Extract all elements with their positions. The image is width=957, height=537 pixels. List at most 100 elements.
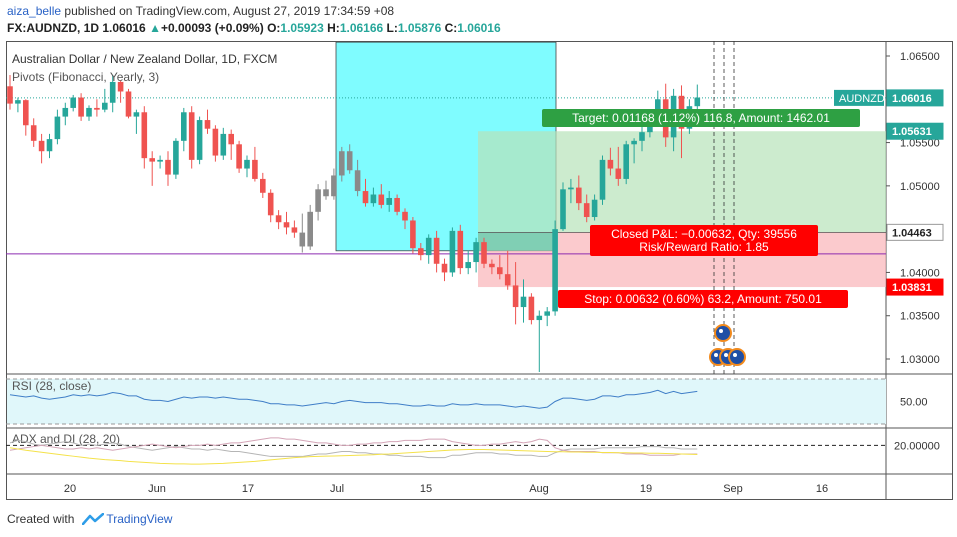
- candle-body: [165, 159, 171, 175]
- candle-body: [220, 133, 227, 156]
- candle-body: [62, 107, 69, 117]
- candle-body: [457, 230, 464, 269]
- tradingview-brand[interactable]: TradingView: [78, 512, 172, 526]
- target-label: Target: 0.01168 (1.12%) 116.8, Amount: 1…: [542, 109, 860, 127]
- candle-body: [94, 107, 100, 110]
- stop-label-text: Stop: 0.00632 (0.60%) 63.2, Amount: 750.…: [584, 292, 822, 306]
- candle-body: [639, 132, 645, 141]
- candle-body: [125, 91, 132, 117]
- candle-body: [30, 125, 37, 141]
- candle-body: [117, 81, 124, 92]
- event-flag-icon: [728, 348, 746, 366]
- candle-body: [275, 215, 282, 223]
- candle-body: [378, 194, 385, 205]
- candle-body: [267, 192, 274, 216]
- candle-body: [504, 274, 511, 286]
- candle-body: [512, 285, 519, 308]
- candle-body: [560, 189, 566, 230]
- chart-svg[interactable]: 1.065001.060001.055001.050001.045001.040…: [6, 41, 953, 501]
- candle-body: [441, 263, 448, 273]
- open-label: O:: [267, 21, 281, 35]
- candle-body: [568, 187, 574, 190]
- y-tick-label: 1.03000: [900, 354, 940, 366]
- candle-body: [307, 211, 313, 247]
- high-value: 1.06166: [339, 21, 384, 35]
- event-flag-icon: [714, 324, 732, 342]
- created-with-text: Created with: [7, 512, 75, 526]
- candle-body: [291, 227, 298, 233]
- stop-label-bg: [558, 290, 848, 308]
- footer: Created with TradingView: [7, 512, 172, 526]
- up-arrow-icon: ▲: [149, 21, 161, 35]
- low-label: L:: [386, 21, 398, 35]
- ohlc-bar: FX:AUDNZD, 1D 1.06016 ▲+0.00093 (+0.09%)…: [7, 21, 501, 35]
- rsi-tick-label: 50.00: [900, 397, 928, 409]
- candle-body: [489, 263, 495, 268]
- target-label-text: Target: 0.01168 (1.12%) 116.8, Amount: 1…: [572, 111, 830, 125]
- price-label-bg: [886, 122, 944, 140]
- price-label-bg: [886, 278, 944, 296]
- candle-body: [599, 159, 606, 200]
- closed-pnl-label: Closed P&L: −0.00632, Qty: 39556Risk/Rew…: [590, 225, 818, 256]
- high-label: H:: [327, 21, 340, 35]
- candle-body: [536, 315, 543, 321]
- event-flag-star: [714, 353, 718, 357]
- y-tick-label: 1.04000: [900, 267, 940, 279]
- candle-body: [552, 229, 558, 312]
- overlap-zone: [478, 232, 556, 251]
- adx-tick-label: 20.00000: [894, 440, 940, 452]
- candle-body: [615, 168, 622, 179]
- stop-label: Stop: 0.00632 (0.60%) 63.2, Amount: 750.…: [558, 290, 848, 308]
- candle-body: [623, 144, 629, 179]
- x-tick-label: Jun: [148, 483, 166, 495]
- candle-body: [410, 220, 416, 249]
- symbol-label[interactable]: FX:AUDNZD, 1D: [7, 21, 99, 35]
- candle-body: [315, 189, 321, 212]
- candle-body: [433, 237, 440, 264]
- price-label-bg: [886, 89, 944, 107]
- candle-body: [583, 203, 590, 218]
- candle-body: [394, 197, 400, 212]
- candle-body: [109, 81, 116, 103]
- tradingview-logo-icon: [82, 513, 105, 525]
- candle-body: [236, 144, 242, 169]
- x-tick-label: 20: [64, 483, 76, 495]
- candle-body: [497, 267, 503, 275]
- candle-body: [204, 120, 211, 129]
- candle-body: [331, 175, 337, 197]
- price-label-text: 1.03831: [892, 282, 932, 294]
- candle-body: [346, 151, 353, 171]
- publisher-link[interactable]: aiza_belle: [7, 4, 62, 18]
- candle-body: [370, 194, 377, 204]
- close-label: C:: [444, 21, 458, 35]
- candle-body: [7, 86, 13, 104]
- di-plus-line: [9, 439, 698, 459]
- candle-body: [141, 112, 148, 159]
- candle-body: [102, 102, 108, 110]
- published-text: published on TradingView.com, August 27,…: [64, 4, 395, 18]
- symbol-tag-text: AUDNZD: [839, 93, 885, 105]
- rsi-title: RSI (28, close): [12, 379, 91, 393]
- candle-body: [528, 296, 535, 321]
- candle-body: [188, 112, 195, 160]
- event-flag-star: [733, 353, 737, 357]
- x-tick-label: 19: [640, 483, 652, 495]
- candle-body: [133, 112, 140, 117]
- candle-body: [157, 159, 163, 162]
- x-tick-label: 16: [816, 483, 828, 495]
- candle-body: [473, 242, 479, 263]
- chart-area[interactable]: 1.065001.060001.055001.050001.045001.040…: [6, 41, 953, 501]
- candle-body: [386, 197, 392, 205]
- candle-body: [46, 139, 53, 152]
- symbol-tag-bg: [834, 89, 884, 106]
- candle-body: [252, 159, 258, 179]
- price-label-bg: [886, 223, 944, 241]
- target-label-bg: [542, 109, 860, 127]
- candle-body: [631, 140, 637, 145]
- candle-body: [38, 140, 45, 152]
- candle-body: [591, 199, 598, 218]
- candle-body: [149, 158, 155, 162]
- candle-body: [260, 178, 266, 193]
- candle-body: [694, 97, 701, 107]
- candle-body: [481, 242, 487, 264]
